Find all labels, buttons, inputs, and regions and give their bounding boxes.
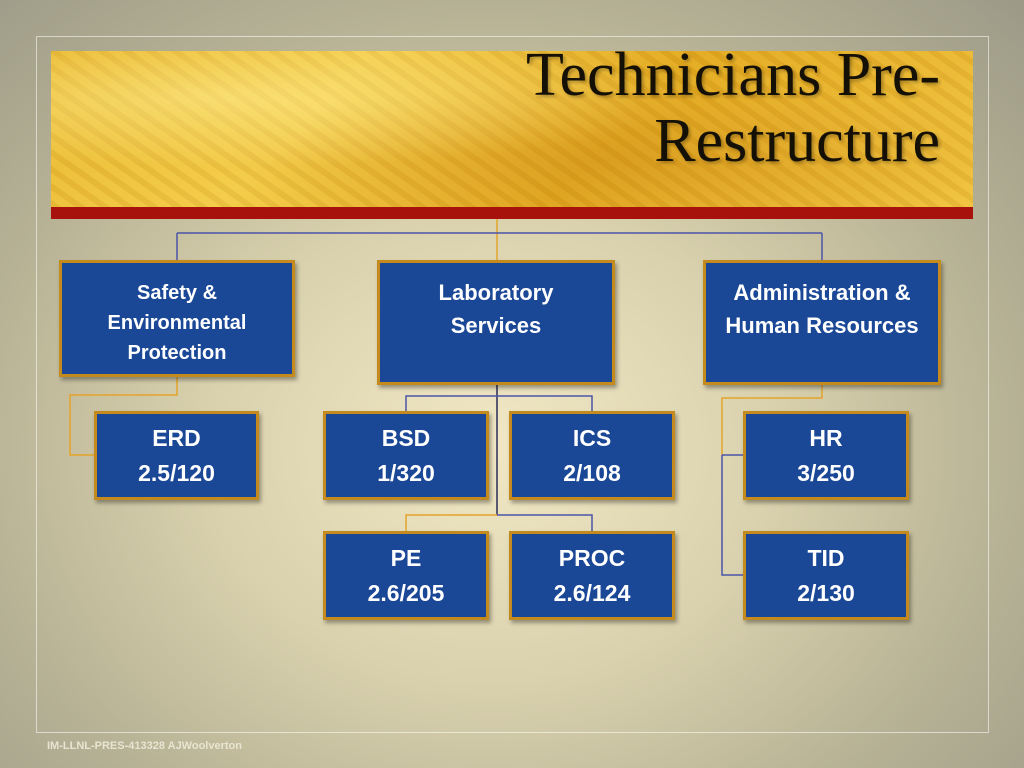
unit-value: 2.6/124 bbox=[553, 579, 631, 606]
unit-value: 2.6/205 bbox=[367, 579, 445, 606]
dept-label-line: Protection bbox=[127, 342, 227, 364]
unit-box-pe: PE 2.6/205 bbox=[323, 531, 489, 620]
unit-box-proc: PROC 2.6/124 bbox=[509, 531, 675, 620]
connector-ahr-stem bbox=[721, 383, 823, 455]
unit-name: BSD bbox=[381, 424, 431, 451]
unit-value: 3/250 bbox=[797, 459, 855, 486]
unit-box-bsd: BSD 1/320 bbox=[323, 411, 489, 500]
dept-box-safety-environmental: Safety & Environmental Protection bbox=[59, 260, 295, 377]
unit-box-hr: HR 3/250 bbox=[743, 411, 909, 500]
dept-box-administration-hr: Administration & Human Resources bbox=[703, 260, 941, 385]
unit-name: PE bbox=[390, 544, 422, 571]
title-banner bbox=[51, 51, 973, 207]
dept-label-line: Safety & bbox=[136, 282, 218, 304]
connector-lab-to-proc bbox=[497, 514, 593, 533]
unit-name: PROC bbox=[558, 544, 626, 571]
footer-reference: IM-LLNL-PRES-413328 AJWoolverton bbox=[47, 740, 242, 752]
unit-value: 1/320 bbox=[377, 459, 435, 486]
dept-label-line: Human Resources bbox=[725, 313, 919, 338]
unit-box-erd: ERD 2.5/120 bbox=[94, 411, 259, 500]
title-line-1: Technicians Pre- bbox=[526, 41, 940, 109]
dept-label-line: Administration & bbox=[733, 280, 911, 305]
dept-label-line: Services bbox=[450, 313, 542, 338]
dept-box-laboratory-services: Laboratory Services bbox=[377, 260, 615, 385]
unit-name: HR bbox=[809, 424, 843, 451]
unit-name: ICS bbox=[572, 424, 612, 451]
connector-lab-to-pe bbox=[405, 514, 497, 533]
title-underline-bar bbox=[51, 207, 973, 219]
dept-label-line: Environmental bbox=[107, 312, 247, 334]
title-line-2: Restructure bbox=[654, 107, 940, 175]
unit-name: ERD bbox=[152, 424, 201, 451]
unit-box-ics: ICS 2/108 bbox=[509, 411, 675, 500]
dept-label-line: Laboratory bbox=[438, 280, 554, 305]
slide-title: Technicians Pre- Restructure bbox=[240, 42, 940, 174]
slide-frame bbox=[36, 36, 989, 733]
unit-value: 2.5/120 bbox=[138, 459, 215, 486]
unit-box-tid: TID 2/130 bbox=[743, 531, 909, 620]
connector-sep-to-erd bbox=[69, 375, 178, 456]
unit-value: 2/108 bbox=[563, 459, 621, 486]
connector-lab-to-bsd bbox=[405, 395, 497, 413]
connector-lab-to-ics bbox=[497, 395, 593, 413]
connector-ahr-to-tid bbox=[721, 455, 745, 576]
unit-name: TID bbox=[807, 544, 845, 571]
unit-value: 2/130 bbox=[797, 579, 855, 606]
